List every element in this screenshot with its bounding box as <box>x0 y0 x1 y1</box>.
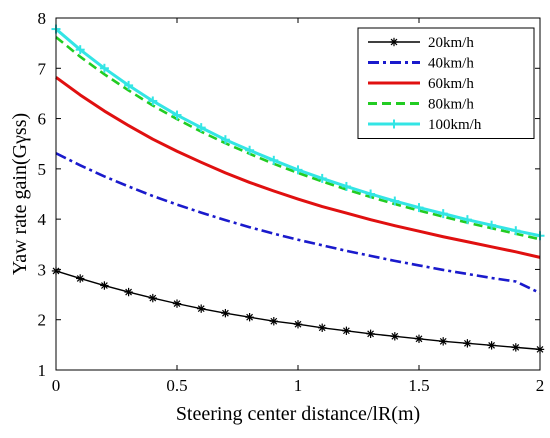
series-0-point-12 <box>342 326 351 335</box>
series-0-point-3 <box>124 287 133 297</box>
x-tick-label-2: 1 <box>294 376 303 395</box>
legend-label-4: 100km/h <box>428 117 482 133</box>
y-axis-label: Yaw rate gain(Gγss) <box>9 113 31 275</box>
series-0-point-5 <box>172 299 182 308</box>
x-axis-label: Steering center distance/lR(m) <box>176 403 420 425</box>
series-0-point-11 <box>318 323 327 332</box>
series-0-point-6 <box>197 304 206 313</box>
series-4-point-13 <box>366 189 376 199</box>
y-tick-label-7: 8 <box>38 9 47 28</box>
series-4-point-19 <box>511 226 521 236</box>
series-line-3 <box>55 36 541 241</box>
series-line-0 <box>55 270 541 351</box>
series-0-point-17 <box>463 339 472 348</box>
series-4-point-6 <box>196 123 206 133</box>
legend-label-1: 40km/h <box>428 56 474 72</box>
x-tick-label-4: 2 <box>536 376 545 395</box>
series-0-point-10 <box>293 320 303 329</box>
series-0-point-2 <box>100 281 109 290</box>
series-4-point-12 <box>341 181 351 191</box>
series-line-2 <box>55 76 541 259</box>
y-tick-label-0: 1 <box>38 361 47 380</box>
series-4-point-2 <box>99 63 109 73</box>
x-tick-label-0: 0 <box>52 376 61 395</box>
legend-label-0: 20km/h <box>428 35 474 51</box>
series-4-point-5 <box>172 110 182 120</box>
legend-marker-4 <box>389 119 399 129</box>
legend-label-2: 60km/h <box>428 76 474 92</box>
series-0-point-8 <box>245 313 254 322</box>
y-tick-label-5: 6 <box>38 110 47 129</box>
y-tick-label-6: 7 <box>38 59 47 78</box>
legend-marker-0 <box>389 37 399 47</box>
series-0-point-18 <box>487 341 496 350</box>
axes: 0 0.5 1 1.5 2 1 2 3 4 5 6 7 8 <box>38 9 545 395</box>
y-tick-label-4: 5 <box>38 160 47 179</box>
series-4-point-15 <box>414 203 424 213</box>
series-4-point-17 <box>462 215 472 225</box>
series-0-point-16 <box>439 337 448 346</box>
series-4-point-1 <box>75 45 85 55</box>
series-0-point-4 <box>148 293 157 303</box>
series-line-1 <box>55 152 541 295</box>
series-0-point-13 <box>366 329 375 338</box>
legend-label-3: 80km/h <box>428 97 474 113</box>
plot-area <box>51 24 545 354</box>
series-4-point-14 <box>390 196 400 206</box>
y-tick-label-3: 4 <box>38 210 47 229</box>
series-4-point-7 <box>220 135 230 145</box>
series-4-point-11 <box>317 173 327 183</box>
series-4-point-4 <box>148 96 158 106</box>
series-0-point-1 <box>76 274 85 283</box>
series-4-point-8 <box>245 145 255 155</box>
series-4-point-9 <box>269 155 279 165</box>
series-0-point-7 <box>221 308 230 318</box>
legend: 20km/h 40km/h 60km/h 80km/h 100km/h <box>357 27 535 139</box>
series-4-point-16 <box>438 209 448 219</box>
series-0-point-19 <box>511 343 520 352</box>
x-tick-label-3: 1.5 <box>408 376 429 395</box>
series-0-point-9 <box>269 317 278 326</box>
series-4-point-18 <box>487 220 497 230</box>
series-0-point-15 <box>414 334 424 344</box>
series-4-point-3 <box>124 80 134 90</box>
y-tick-label-1: 2 <box>38 311 47 330</box>
x-tick-label-1: 0.5 <box>166 376 187 395</box>
y-tick-label-2: 3 <box>38 260 47 279</box>
series-4-point-10 <box>293 165 303 175</box>
series-0-point-14 <box>390 332 399 341</box>
